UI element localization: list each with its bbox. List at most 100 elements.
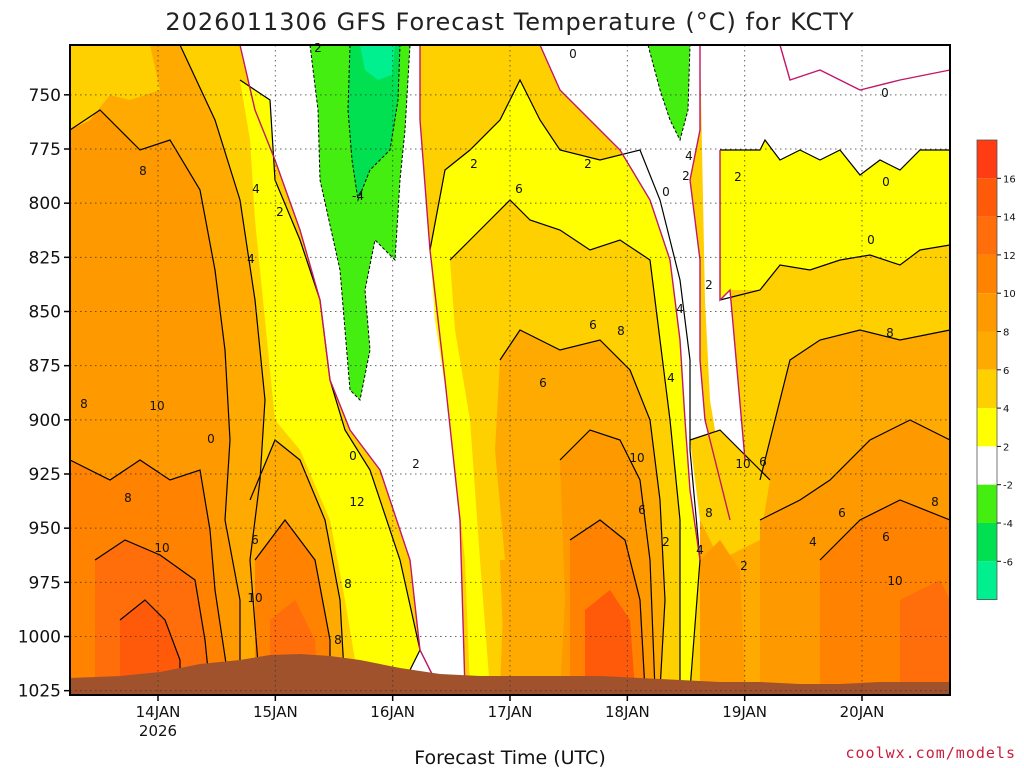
- contour-label: 10: [887, 574, 902, 588]
- colorbar-bin: [977, 140, 997, 179]
- contour-label: 12: [349, 495, 364, 509]
- field-6-to-8-17jan-surface: [500, 560, 530, 690]
- field-minus6-to-minus4: [348, 45, 400, 200]
- contour-label: 2: [584, 157, 592, 171]
- contour-label: 6: [838, 506, 846, 520]
- x-tick-label: 17JAN: [488, 703, 533, 721]
- field-below-minus6: [360, 45, 395, 80]
- contour-label: 10: [629, 451, 644, 465]
- contour-label: 2: [682, 169, 690, 183]
- field-14-to-16-18jan: [585, 590, 635, 690]
- colorbar-bin: [977, 331, 997, 370]
- colorbar-label: 16: [1003, 174, 1016, 185]
- credit-text: coolwx.com/models: [845, 744, 1016, 762]
- x-axis-label: Forecast Time (UTC): [414, 747, 605, 768]
- colorbar-label: 6: [1003, 366, 1009, 377]
- contour-label: 2: [470, 157, 478, 171]
- field-4-to-6-topleft: [70, 45, 160, 130]
- contour-label: 8: [124, 491, 132, 505]
- colorbar-bin: [977, 484, 997, 523]
- contour-label: 6: [589, 318, 597, 332]
- colorbar-label: -4: [1003, 519, 1013, 530]
- colorbar-bin: [977, 293, 997, 332]
- grid-lines: [70, 45, 950, 695]
- contour-label: 0: [349, 449, 357, 463]
- field-14-to-16-left: [120, 600, 180, 690]
- contour-label: 4: [685, 149, 693, 163]
- y-tick-label: 875: [29, 357, 61, 377]
- colorbar-bin: [977, 178, 997, 217]
- field-2-to-4-right: [720, 140, 950, 300]
- y-tick-label: 825: [29, 248, 61, 268]
- field-4-to-6-19jan: [690, 430, 770, 560]
- contour-label: 6: [759, 455, 767, 469]
- contour-label: 8: [139, 164, 147, 178]
- y-tick-label: 850: [29, 303, 61, 323]
- y-tick-label: 775: [29, 140, 61, 160]
- contour-label: 0: [867, 233, 875, 247]
- colorbar-label: -6: [1003, 557, 1013, 568]
- contour-label: 8: [344, 577, 352, 591]
- contour-label: 6: [638, 503, 646, 517]
- colorbar: 16 14 12 10 8 6 4 2 -2 -4 -6: [976, 139, 1016, 601]
- contour-label: 8: [80, 397, 88, 411]
- cold-contour-lines: [309, 44, 691, 402]
- contour-label: 6: [882, 530, 890, 544]
- colorbar-label: 4: [1003, 404, 1009, 415]
- colorbar-bin: [977, 446, 997, 485]
- field-minus2-to-2-18jan: [540, 45, 730, 560]
- colorbar-label: 14: [1003, 213, 1016, 224]
- colorbar-bin: [977, 216, 997, 255]
- colorbar-bin: [977, 523, 997, 562]
- colorbar-label: 2: [1003, 442, 1009, 453]
- field-2-to-4-15jan: [240, 80, 420, 690]
- colorbar-label: 10: [1003, 289, 1016, 300]
- contour-label: 10: [154, 541, 169, 555]
- x-tick-label: 18JAN: [605, 703, 650, 721]
- colorbar-label: 8: [1003, 328, 1009, 339]
- y-tick-label: 800: [29, 194, 61, 214]
- x-tick-label: 20JAN: [840, 703, 885, 721]
- x-tick-label: 19JAN: [722, 703, 767, 721]
- contour-label: 0: [662, 185, 670, 199]
- field-minus2-to-2-19jan: [700, 45, 950, 480]
- contour-label: 2: [662, 535, 670, 549]
- contour-label: 4: [809, 535, 817, 549]
- contour-label: 4: [667, 371, 675, 385]
- x-tick-label: 15JAN: [253, 703, 298, 721]
- contour-label: 2: [412, 457, 420, 471]
- contour-label: 0: [881, 86, 889, 100]
- contour-label: 0: [882, 175, 890, 189]
- field-minus4-to-minus2-18jan: [648, 45, 690, 140]
- contour-label: 4: [247, 252, 255, 266]
- contour-label: 2: [734, 170, 742, 184]
- colorbar-bin: [977, 369, 997, 409]
- contour-label: -4: [352, 189, 364, 203]
- y-tick-label: 950: [29, 519, 61, 539]
- contour-label: 6: [251, 533, 259, 547]
- colorbar-label: 12: [1003, 251, 1016, 262]
- contour-label: 6: [539, 376, 547, 390]
- contour-label: 8: [705, 506, 713, 520]
- colorbar-label: -2: [1003, 481, 1013, 492]
- contour-label: 8: [931, 495, 939, 509]
- contour-label: 4: [252, 182, 260, 196]
- contour-label: 8: [886, 326, 894, 340]
- chart-title: 2026011306 GFS Forecast Temperature (°C)…: [165, 8, 854, 36]
- x-tick-year-label: 2026: [139, 722, 177, 740]
- contour-label: 2: [314, 41, 322, 55]
- colorbar-bin: [977, 254, 997, 294]
- contour-label: 8: [617, 324, 625, 338]
- contour-label: 6: [515, 182, 523, 196]
- contour-label: 10: [735, 457, 750, 471]
- contour-label: 2: [276, 205, 284, 219]
- contour-label: 4: [676, 302, 684, 316]
- field-8-to-10-19jan: [700, 540, 745, 690]
- contour-label: 10: [247, 591, 262, 605]
- field-12-to-14-20jan: [900, 580, 950, 690]
- contour-label: 0: [569, 47, 577, 61]
- contour-label: 4: [696, 543, 704, 557]
